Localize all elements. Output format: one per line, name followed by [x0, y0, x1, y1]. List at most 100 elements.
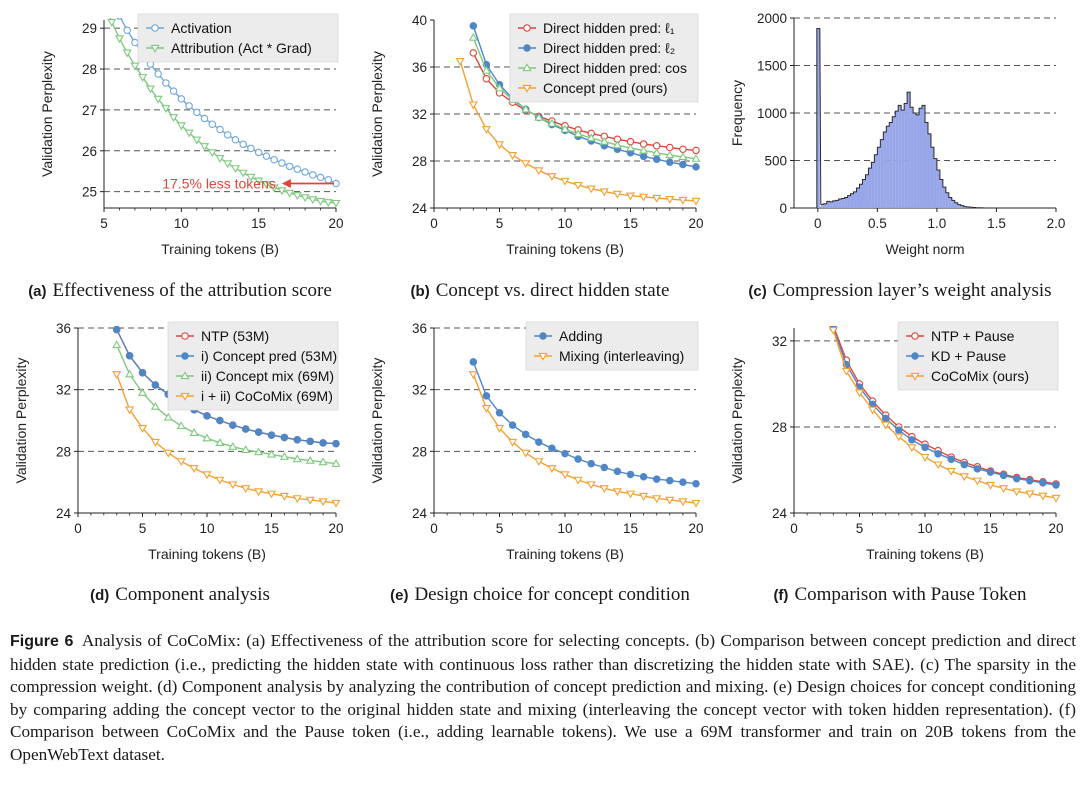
- data-point: [666, 143, 674, 152]
- data-point: [469, 49, 478, 57]
- data-point: [639, 473, 648, 481]
- subcaption-tag: (b): [410, 283, 430, 300]
- data-point: [163, 449, 173, 458]
- data-point: [109, 0, 115, 3]
- data-point: [262, 152, 271, 160]
- data-point: [292, 454, 302, 463]
- histogram-bar: [835, 200, 839, 208]
- subcaption-tag: (a): [28, 283, 47, 300]
- panel-d: 0 5 10 15 20 24 28 32 36 Training tokens (B) Valid…: [0, 305, 360, 605]
- data-point: [625, 143, 636, 152]
- data-point: [331, 199, 341, 208]
- data-point: [586, 481, 596, 490]
- data-point: [200, 114, 209, 123]
- data-point: [241, 485, 251, 494]
- subcaption-text: Component analysis: [115, 584, 270, 605]
- data-point: [131, 38, 139, 47]
- data-point: [665, 150, 675, 159]
- histogram-bar: [898, 105, 902, 208]
- histogram-bar: [925, 122, 928, 208]
- data-point: [223, 160, 233, 169]
- histogram-bar: [823, 203, 827, 208]
- x-tick-label: 0: [430, 521, 438, 536]
- histogram-bar: [963, 206, 967, 208]
- chart-a: 5 10 15 20 25 26 27 28 29 Training tokens (B) Vali…: [39, 0, 344, 257]
- data-point: [324, 176, 333, 184]
- legend-label: Attribution (Act * Grad): [171, 40, 312, 56]
- data-point: [202, 471, 212, 480]
- data-point: [285, 162, 294, 171]
- x-axis-label: Training tokens (B): [866, 546, 984, 562]
- data-point: [599, 136, 609, 145]
- legend-box: [897, 321, 1059, 391]
- histogram-bar: [844, 197, 848, 208]
- data-point: [678, 498, 688, 507]
- data-point: [137, 425, 148, 433]
- data-point: [691, 153, 701, 162]
- data-point: [176, 421, 186, 430]
- data-point: [547, 465, 557, 473]
- x-tick-label: 15: [264, 521, 279, 536]
- data-point: [494, 83, 505, 92]
- data-point: [215, 476, 225, 485]
- data-point: [612, 190, 622, 199]
- y-tick-label: 40: [412, 13, 427, 28]
- data-point: [678, 196, 688, 205]
- legend-label: NTP (53M): [201, 328, 269, 344]
- panel-b: 0 5 10 15 20 24 28 32 36 40 Training tokens (B) Val…: [360, 0, 720, 301]
- data-point: [482, 392, 491, 400]
- legend-label: CoCoMix (ours): [931, 368, 1029, 384]
- data-point: [306, 437, 314, 446]
- histogram-bar: [841, 198, 845, 208]
- data-point: [828, 327, 838, 335]
- data-point: [652, 495, 662, 504]
- data-point: [176, 122, 186, 131]
- data-point: [999, 471, 1008, 480]
- data-point: [985, 481, 996, 490]
- data-point: [323, 199, 333, 207]
- x-tick-label: 2.0: [1047, 216, 1066, 231]
- data-point: [573, 181, 583, 190]
- x-tick-label: 5: [100, 216, 108, 231]
- histogram-bar: [922, 105, 925, 208]
- data-point: [254, 177, 264, 186]
- y-tick-label: 32: [56, 383, 71, 398]
- legend-swatch-marker: [523, 44, 531, 52]
- legend-label: Adding: [559, 328, 603, 344]
- x-tick-label: 10: [557, 521, 572, 536]
- histogram-bar: [919, 108, 923, 208]
- data-point: [692, 146, 700, 155]
- data-point: [261, 181, 271, 189]
- chart-d: 0 5 10 15 20 24 28 32 36 Training tokens (B) Valid…: [13, 321, 344, 562]
- data-point: [986, 468, 995, 476]
- data-point: [868, 406, 878, 415]
- subcaption-text: Effectiveness of the attribution score: [52, 280, 332, 301]
- data-point: [112, 340, 122, 349]
- x-tick-label: 5: [856, 521, 864, 536]
- legend-swatch-marker: [522, 63, 532, 72]
- data-point: [652, 475, 661, 483]
- data-point: [279, 492, 289, 501]
- legend-box: [167, 321, 339, 411]
- data-point: [241, 445, 251, 453]
- data-point: [881, 421, 891, 430]
- data-point: [508, 438, 518, 447]
- chart-e: 0 5 10 15 20 24 28 32 36 Training tokens (B) Valid…: [369, 321, 704, 562]
- histogram-bar: [853, 191, 857, 208]
- legend-swatch-marker: [911, 352, 919, 360]
- data-point: [331, 458, 341, 467]
- data-point: [481, 65, 491, 74]
- y-tick-label: 2000: [757, 11, 787, 26]
- subcaption-d: (d) Component analysis: [0, 584, 360, 606]
- data-point: [270, 156, 278, 164]
- data-point: [521, 430, 530, 439]
- data-point: [112, 326, 121, 334]
- data-point: [154, 70, 162, 78]
- y-tick-label: 1000: [757, 106, 787, 121]
- legend-swatch-marker: [180, 371, 190, 380]
- data-point: [207, 149, 217, 158]
- data-point: [305, 496, 315, 505]
- histogram-bar: [832, 200, 836, 208]
- data-point: [230, 165, 241, 174]
- y-tick-label: 28: [56, 444, 71, 459]
